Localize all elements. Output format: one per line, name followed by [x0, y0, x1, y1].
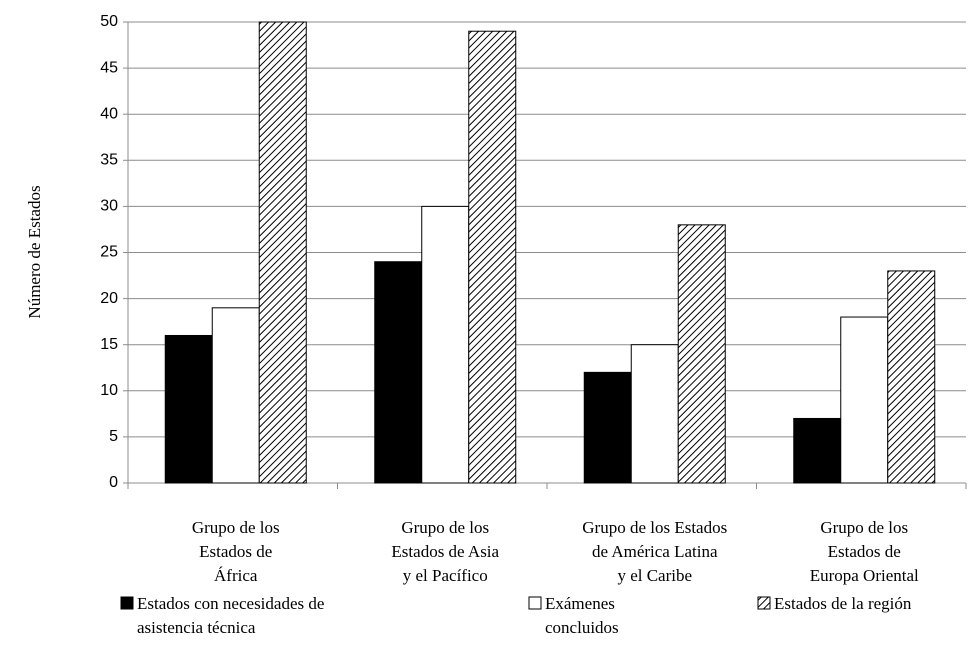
text-line: Exámenes [545, 594, 615, 613]
y-tick-label: 5 [109, 428, 118, 445]
bar [887, 270, 936, 484]
bar [840, 316, 889, 484]
text-line: Grupo de los [192, 518, 280, 537]
y-tick-label: 25 [100, 244, 118, 261]
text-line: Estados de Asia [391, 542, 499, 561]
legend-swatch [528, 596, 542, 610]
y-axis-label: Número de Estados [25, 185, 44, 318]
x-tick-label: Grupo de los Estados de América Latina y e… [582, 518, 727, 585]
bar [793, 417, 842, 484]
bar [211, 307, 260, 484]
text-line: Estados con necesidades de [137, 594, 324, 613]
text-line: asistencia técnica [137, 618, 256, 637]
y-tick-label: 50 [100, 13, 118, 30]
bar [164, 334, 213, 484]
y-tick-label: 10 [100, 382, 118, 399]
text-line: Estados de [199, 542, 272, 561]
legend-label: Estados de la región [774, 594, 912, 613]
bar [374, 261, 423, 484]
text-line: y el Pacífico [403, 566, 488, 585]
text-line: concluidos [545, 618, 619, 637]
bar [258, 21, 307, 484]
legend-label: Estados con necesidades de asistencia téc… [137, 594, 324, 637]
y-tick-label: 20 [100, 290, 118, 307]
x-tick-label: Grupo de los Estados de Europa Oriental [810, 518, 919, 585]
y-tick-label: 30 [100, 198, 118, 215]
text-line: Estados de [828, 542, 901, 561]
text-line: y el Caribe [617, 566, 692, 585]
text-line: Grupo de los [820, 518, 908, 537]
x-tick-label: Grupo de los Estados de Asia y el Pacífico [391, 518, 499, 585]
bar [583, 371, 632, 484]
legend-swatch [757, 596, 771, 610]
text-line: Europa Oriental [810, 566, 919, 585]
x-tick-label: Grupo de los Estados de África [192, 518, 280, 585]
text-line: de América Latina [592, 542, 718, 561]
bar [630, 344, 679, 484]
legend-swatch [120, 596, 134, 610]
y-tick-label: 35 [100, 152, 118, 169]
bar [421, 205, 470, 484]
text-line: África [214, 566, 258, 585]
y-tick-label: 15 [100, 336, 118, 353]
text-line: Grupo de los Estados [582, 518, 727, 537]
y-tick-label: 0 [109, 474, 118, 491]
text-line: Grupo de los [401, 518, 489, 537]
legend-label: Exámenes concluidos [545, 594, 619, 637]
y-tick-label: 45 [100, 59, 118, 76]
y-tick-label: 40 [100, 105, 118, 122]
bar [468, 30, 517, 484]
bar [677, 224, 726, 484]
